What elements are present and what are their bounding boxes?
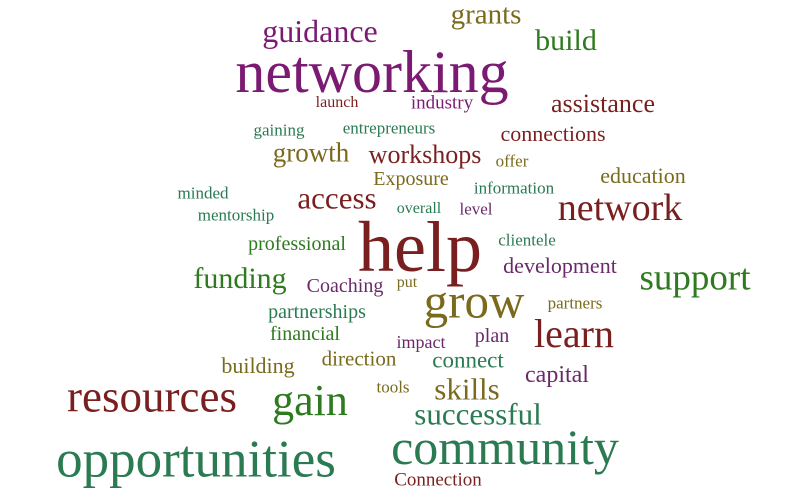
word-guidance: guidance [262,13,378,49]
word-workshops: workshops [368,140,482,169]
word-grants: grants [450,0,522,31]
word-grow: grow [423,273,525,329]
word-partners: partners [547,293,603,313]
word-help: help [358,207,482,287]
word-skills: skills [434,371,500,407]
word-support: support [639,257,751,299]
word-plan: plan [474,325,510,347]
word-growth: growth [272,137,350,168]
word-level: level [459,199,493,219]
word-connections: connections [500,121,606,146]
word-opportunities: opportunities [56,430,336,489]
word-minded: minded [177,183,229,203]
word-assistance: assistance [551,89,655,118]
word-impact: impact [396,332,446,352]
word-building: building [221,353,295,378]
word-entrepreneurs: entrepreneurs [342,118,436,138]
word-launch: launch [315,94,359,111]
word-partnerships: partnerships [268,301,366,323]
word-exposure: Exposure [373,168,449,190]
word-successful: successful [414,396,542,432]
word-information: information [473,178,555,198]
word-put: put [396,274,418,291]
word-gaining: gaining [253,120,305,140]
word-networking: networking [235,39,509,105]
word-learn: learn [534,311,614,356]
word-overall: overall [396,200,442,217]
word-access: access [297,180,377,216]
word-capital: capital [525,362,589,388]
word-clientele: clientele [498,230,556,250]
word-professional: professional [248,233,346,255]
word-coaching: Coaching [306,275,384,297]
word-offer: offer [495,151,529,171]
word-connect: connect [432,347,504,373]
word-financial: financial [270,323,340,345]
word-connection: Connection [394,469,482,491]
word-community: community [391,419,619,475]
word-direction: direction [321,346,397,371]
word-development: development [503,253,617,278]
word-gain: gain [272,376,348,425]
word-funding: funding [193,262,287,295]
word-tools: tools [376,377,410,397]
word-mentorship: mentorship [197,205,275,225]
word-education: education [600,163,686,188]
word-build: build [535,24,597,57]
word-resources: resources [67,371,237,422]
word-network: network [557,187,683,229]
word-industry: industry [410,92,474,114]
